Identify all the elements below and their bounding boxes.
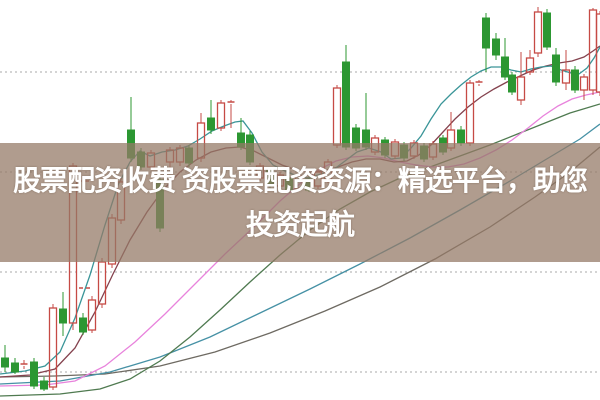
title-overlay-band: 股票配资收费 资股票配资资源：精选平台，助您 投资起航 [0, 143, 600, 262]
overlay-title-line2: 投资起航 [245, 208, 355, 240]
overlay-title-line1: 股票配资收费 资股票配资资源：精选平台，助您 [13, 164, 588, 196]
